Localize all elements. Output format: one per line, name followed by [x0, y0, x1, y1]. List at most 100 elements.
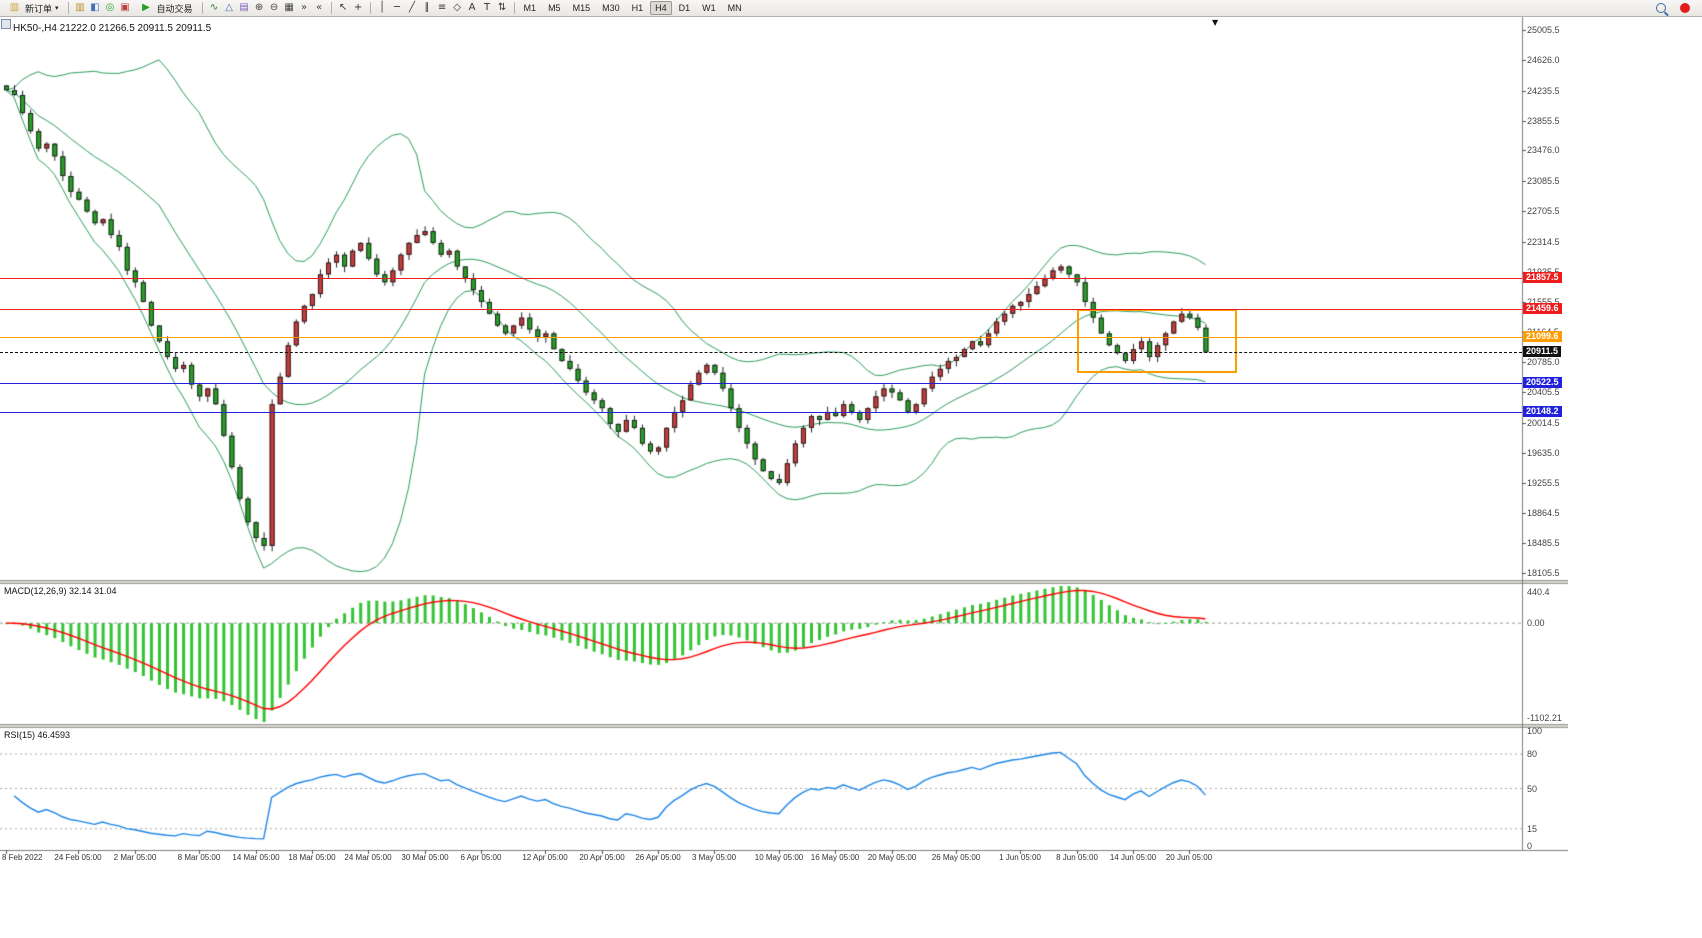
- channel-icon[interactable]: ∥: [424, 2, 430, 13]
- time-axis-label: 20 Apr 05:00: [579, 853, 625, 862]
- text-icon[interactable]: A: [468, 2, 476, 13]
- time-axis-label: 24 Feb 05:00: [54, 853, 102, 862]
- shapes-icon[interactable]: ◇: [453, 2, 461, 13]
- price-axis-tick: 18864.5: [1527, 508, 1560, 518]
- time-axis-label: 24 Mar 05:00: [344, 853, 392, 862]
- tile-windows-icon[interactable]: ▦: [284, 2, 294, 13]
- price-tag-support-1[interactable]: 20522.5: [1523, 377, 1562, 388]
- horizontal-line-icon[interactable]: ─: [394, 2, 401, 13]
- rsi-scale-label: 0: [1527, 841, 1533, 851]
- time-axis-label: 6 Apr 05:00: [460, 853, 502, 862]
- price-axis-tick: 20014.5: [1527, 418, 1560, 428]
- vertical-line-icon[interactable]: │: [379, 2, 386, 13]
- zoom-out-icon[interactable]: ⊖: [269, 2, 279, 13]
- market-watch-icon[interactable]: ◧: [90, 2, 100, 13]
- toolbar-right-group: [1656, 3, 1690, 13]
- auto-trading-button[interactable]: ▶ 自动交易: [134, 1, 198, 16]
- price-tag-support-2[interactable]: 20148.2: [1523, 406, 1562, 417]
- auto-scroll-icon[interactable]: »: [300, 2, 308, 13]
- price-tag-current-price[interactable]: 20911.5: [1523, 346, 1562, 357]
- price-tag-resistance-1[interactable]: 21857.5: [1523, 272, 1562, 283]
- chart-canvas[interactable]: [0, 17, 1568, 868]
- chart-shift-icon[interactable]: «: [315, 2, 323, 13]
- play-icon: ▶: [142, 2, 150, 13]
- level-line-current-price[interactable]: [0, 352, 1522, 353]
- toolbar-separator: [201, 2, 203, 14]
- new-order-icon: ▥: [9, 2, 20, 13]
- cursor-tools-group: ↖ +: [336, 1, 366, 15]
- time-axis-label: 14 Mar 05:00: [232, 853, 280, 862]
- macd-scale-zero: 0.00: [1527, 618, 1545, 628]
- time-axis-label: 1 Jun 05:00: [999, 853, 1041, 862]
- new-order-label: 新订单: [25, 3, 53, 14]
- crosshair-icon[interactable]: +: [353, 2, 363, 13]
- terminal-icon[interactable]: ▣: [120, 2, 130, 13]
- cursor-icon[interactable]: ↖: [338, 2, 348, 13]
- arrows-icon[interactable]: ⇅: [497, 2, 507, 13]
- level-line-resistance-1[interactable]: [0, 278, 1522, 279]
- timeframe-MN[interactable]: MN: [727, 3, 742, 13]
- macd-scale-max: 440.4: [1527, 587, 1550, 597]
- price-tag-pivot[interactable]: 21099.6: [1523, 331, 1562, 342]
- price-axis-tick: 24626.0: [1527, 55, 1560, 65]
- price-tag-resistance-2[interactable]: 21459.6: [1523, 303, 1562, 314]
- scroll-anchor-icon[interactable]: ▼: [1212, 18, 1219, 27]
- price-axis-tick: 23476.0: [1527, 145, 1560, 155]
- toolbar-separator: [369, 2, 371, 14]
- notification-badge[interactable]: [1680, 3, 1690, 13]
- timeframe-H4[interactable]: H4: [650, 1, 672, 15]
- price-axis-tick: 23855.5: [1527, 116, 1560, 126]
- main-toolbar: ▥ 新订单 ▾ ▥ ◧ ◎ ▣ ▶ 自动交易 ∿ △ ▤ ⊕ ⊖ ▦» « ↖ + │ ─ ╱ ∥ ≡ ◇ A T…: [0, 0, 1702, 17]
- price-axis-tick: 20405.5: [1527, 387, 1560, 397]
- time-axis-label: 18 Mar 05:00: [288, 853, 336, 862]
- time-axis-label: 12 Apr 05:00: [522, 853, 568, 862]
- level-line-support-2[interactable]: [0, 412, 1522, 413]
- consolidation-rectangle[interactable]: [1077, 309, 1237, 373]
- timeframe-M30[interactable]: M30: [602, 3, 620, 13]
- level-line-support-1[interactable]: [0, 383, 1522, 384]
- chart-window-menu-icon[interactable]: [1, 19, 11, 29]
- time-axis-label: 26 May 05:00: [931, 853, 981, 862]
- charts-grid-icon[interactable]: ▥: [75, 2, 85, 13]
- fibonacci-icon[interactable]: ≡: [437, 2, 447, 13]
- navigator-icon[interactable]: ◎: [105, 2, 115, 13]
- time-axis-label: 8 Jun 05:00: [1056, 853, 1098, 862]
- timeframe-M1[interactable]: M1: [523, 3, 537, 13]
- toolbar-separator: [67, 2, 69, 14]
- time-axis-label: 14 Jun 05:00: [1109, 853, 1157, 862]
- price-axis-tick: 22705.5: [1527, 206, 1560, 216]
- new-order-button[interactable]: ▥ 新订单 ▾: [2, 1, 64, 16]
- label-icon[interactable]: T: [483, 2, 491, 13]
- indicator-window-icon[interactable]: △: [225, 2, 233, 13]
- macd-indicator-label: MACD(12,26,9) 32.14 31.04: [4, 586, 117, 596]
- trendline-icon[interactable]: ╱: [409, 2, 416, 13]
- time-axis-label: 16 May 05:00: [810, 853, 860, 862]
- time-axis-label: 3 May 05:00: [691, 853, 737, 862]
- timeframe-M15[interactable]: M15: [572, 3, 591, 13]
- level-line-pivot[interactable]: [0, 337, 1522, 338]
- window-icons-group: ▥ ◧ ◎ ▣: [73, 1, 133, 15]
- price-axis-tick: 18105.5: [1527, 568, 1560, 578]
- search-icon[interactable]: [1656, 3, 1666, 13]
- level-line-resistance-2[interactable]: [0, 309, 1522, 310]
- timeframe-D1[interactable]: D1: [678, 3, 691, 13]
- time-axis-label: 20 Jun 05:00: [1165, 853, 1213, 862]
- price-axis-tick: 19635.0: [1527, 448, 1560, 458]
- time-axis-label: 30 Mar 05:00: [401, 853, 449, 862]
- timeframe-H1[interactable]: H1: [631, 3, 644, 13]
- timeframe-W1[interactable]: W1: [702, 3, 716, 13]
- templates-icon[interactable]: ▤: [239, 2, 249, 13]
- toolbar-separator: [513, 2, 515, 14]
- rsi-indicator-label: RSI(15) 46.4593: [4, 730, 71, 740]
- indicators-icon[interactable]: ∿: [209, 2, 219, 13]
- time-axis-label: 8 Feb 2022: [2, 853, 43, 862]
- toolbar-separator: [330, 2, 332, 14]
- chart-title: HK50-,H4 21222.0 21266.5 20911.5 20911.5: [13, 23, 212, 34]
- chart-window: HK50-,H4 21222.0 21266.5 20911.5 20911.5…: [0, 17, 1568, 868]
- chevron-down-icon: ▾: [55, 5, 59, 12]
- price-axis-tick: 19255.5: [1527, 478, 1560, 488]
- timeframe-M5[interactable]: M5: [548, 3, 561, 13]
- zoom-in-icon[interactable]: ⊕: [254, 2, 264, 13]
- rsi-scale-label: 100: [1527, 726, 1543, 736]
